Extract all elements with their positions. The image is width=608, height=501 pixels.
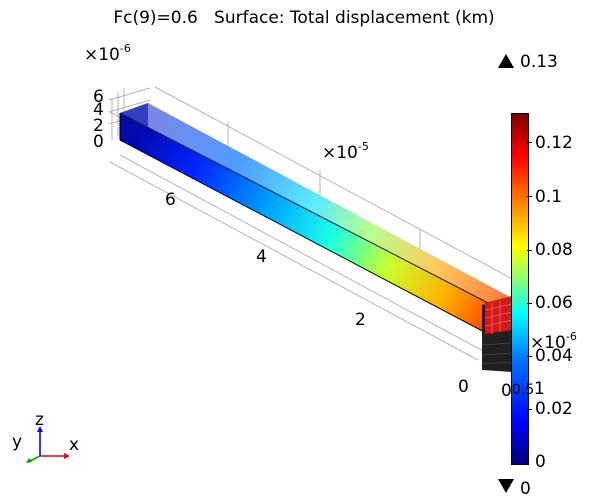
triad-x-label: x xyxy=(69,435,80,455)
depth-tick: 4 xyxy=(256,247,267,267)
beam-model[interactable] xyxy=(119,103,513,372)
side-exponent-power: -6 xyxy=(565,330,577,343)
vertical-tick: 4 xyxy=(93,100,104,120)
side-tick: 0.5 xyxy=(512,382,535,398)
colorbar-tick: 0 xyxy=(535,452,546,472)
vertical-axis-exponent: ×10-6 xyxy=(84,42,131,65)
colorbar-min-value: 0 xyxy=(520,479,531,499)
beam-end-face xyxy=(120,103,148,140)
colorbar-tick: 0.02 xyxy=(535,399,573,419)
side-exponent-base: ×10 xyxy=(530,333,566,353)
colorbar-tick: 0.04 xyxy=(535,346,573,366)
colorbar-max-label: 0.13 xyxy=(498,52,558,72)
axis-triad xyxy=(26,426,70,463)
max-triangle-icon xyxy=(498,54,514,68)
depth-exponent-base: ×10 xyxy=(322,143,358,163)
side-tick: 0 xyxy=(501,381,512,401)
beam-side-face xyxy=(120,113,492,335)
depth-exponent-power: -5 xyxy=(357,140,369,153)
colorbar xyxy=(511,113,529,465)
vertical-tick: 0 xyxy=(93,132,104,152)
colorbar-min-label: 0 xyxy=(498,479,531,499)
depth-tick: 6 xyxy=(165,190,176,210)
min-triangle-icon xyxy=(498,479,514,493)
side-axis-exponent: ×10-6 xyxy=(530,330,577,353)
colorbar-tick: 0.1 xyxy=(535,187,563,207)
colorbar-max-value: 0.13 xyxy=(520,52,558,72)
side-tick: 1 xyxy=(534,379,545,399)
vertical-tick: 6 xyxy=(93,87,104,107)
vertical-exponent-power: -6 xyxy=(119,42,131,55)
beam-top-face xyxy=(120,103,512,305)
depth-axis-exponent: ×10-5 xyxy=(322,140,369,163)
depth-tick: 2 xyxy=(355,310,366,330)
vertical-tick: 2 xyxy=(93,116,104,136)
colorbar-tick: 0.12 xyxy=(535,133,573,153)
vertical-exponent-base: ×10 xyxy=(84,45,120,65)
colorbar-tick: 0.08 xyxy=(535,240,573,260)
triad-z-label: z xyxy=(35,410,44,430)
plot-title: Fc(9)=0.6 Surface: Total displacement (k… xyxy=(113,8,495,28)
triad-y-label: y xyxy=(12,432,23,452)
depth-tick: 0 xyxy=(458,377,469,397)
colorbar-tick: 0.06 xyxy=(535,293,573,313)
